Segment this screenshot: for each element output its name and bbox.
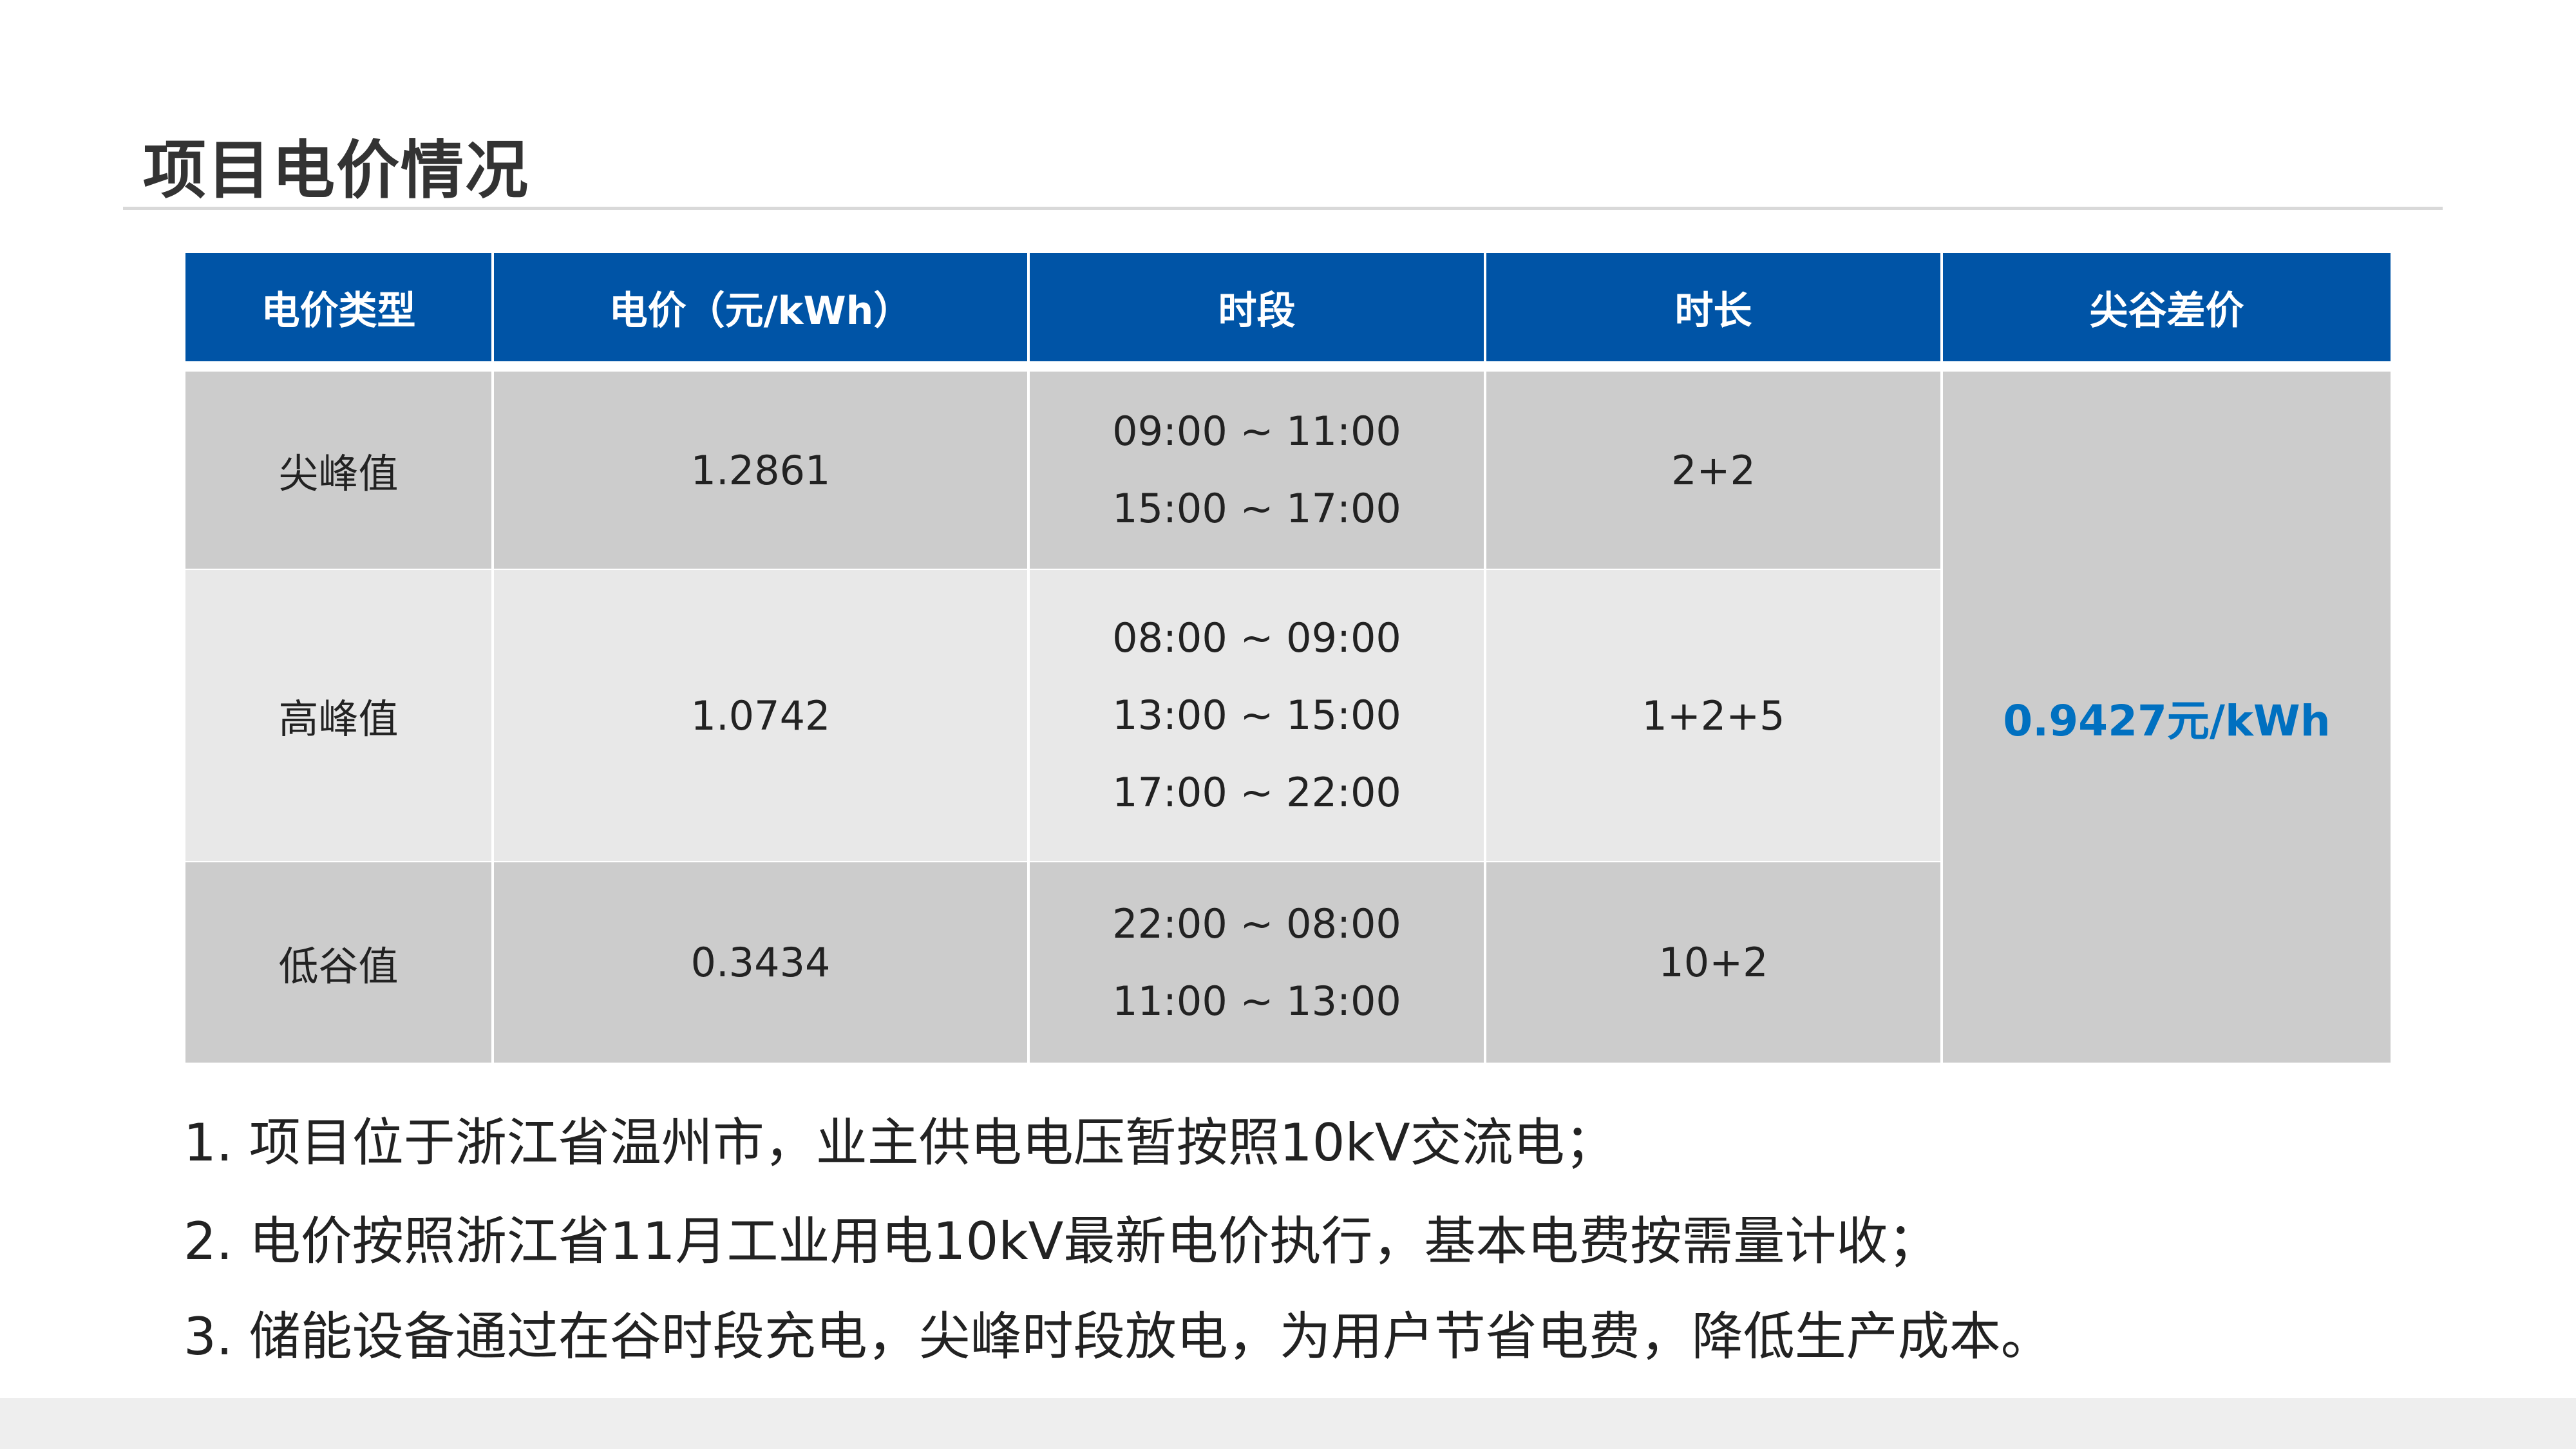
row-high-price: 1.0742 — [494, 570, 1027, 861]
peak-valley-spread: 0.9427元/kWh — [1943, 372, 2391, 1063]
row-valley-duration: 10+2 — [1486, 862, 1940, 1063]
row-peak-price: 1.2861 — [494, 372, 1027, 569]
page-title: 项目电价情况 — [143, 134, 530, 207]
header-price: 电价（元/kWh） — [494, 253, 1027, 361]
note-2: 2. 电价按照浙江省11月工业用电10kV最新电价执行，基本电费按需量计收； — [184, 1211, 1940, 1271]
header-period: 时段 — [1030, 253, 1484, 361]
period: 08:00 ~ 09:00 — [1112, 614, 1401, 661]
note-1: 1. 项目位于浙江省温州市，业主供电电压暂按照10kV交流电； — [184, 1113, 1616, 1173]
period: 15:00 ~ 17:00 — [1112, 485, 1401, 532]
row-peak-type: 尖峰值 — [185, 372, 491, 569]
row-high-type: 高峰值 — [185, 570, 491, 861]
period: 13:00 ~ 15:00 — [1112, 692, 1401, 739]
note-3: 3. 储能设备通过在谷时段充电，尖峰时段放电，为用户节省电费，降低生产成本。 — [184, 1307, 2052, 1367]
header-type: 电价类型 — [185, 253, 491, 361]
row-peak-periods: 09:00 ~ 11:00 15:00 ~ 17:00 — [1030, 372, 1484, 569]
row-valley-type: 低谷值 — [185, 862, 491, 1063]
row-high-duration: 1+2+5 — [1486, 570, 1940, 861]
period: 11:00 ~ 13:00 — [1112, 977, 1401, 1025]
title-divider — [123, 207, 2443, 210]
header-duration: 时长 — [1486, 253, 1940, 361]
header-spread: 尖谷差价 — [1943, 253, 2391, 361]
row-valley-price: 0.3434 — [494, 862, 1027, 1063]
period: 17:00 ~ 22:00 — [1112, 769, 1401, 816]
row-high-periods: 08:00 ~ 09:00 13:00 ~ 15:00 17:00 ~ 22:0… — [1030, 570, 1484, 861]
period: 09:00 ~ 11:00 — [1112, 408, 1401, 455]
row-valley-periods: 22:00 ~ 08:00 11:00 ~ 13:00 — [1030, 862, 1484, 1063]
period: 22:00 ~ 08:00 — [1112, 900, 1401, 947]
row-peak-duration: 2+2 — [1486, 372, 1940, 569]
footer-band — [0, 1398, 2576, 1449]
